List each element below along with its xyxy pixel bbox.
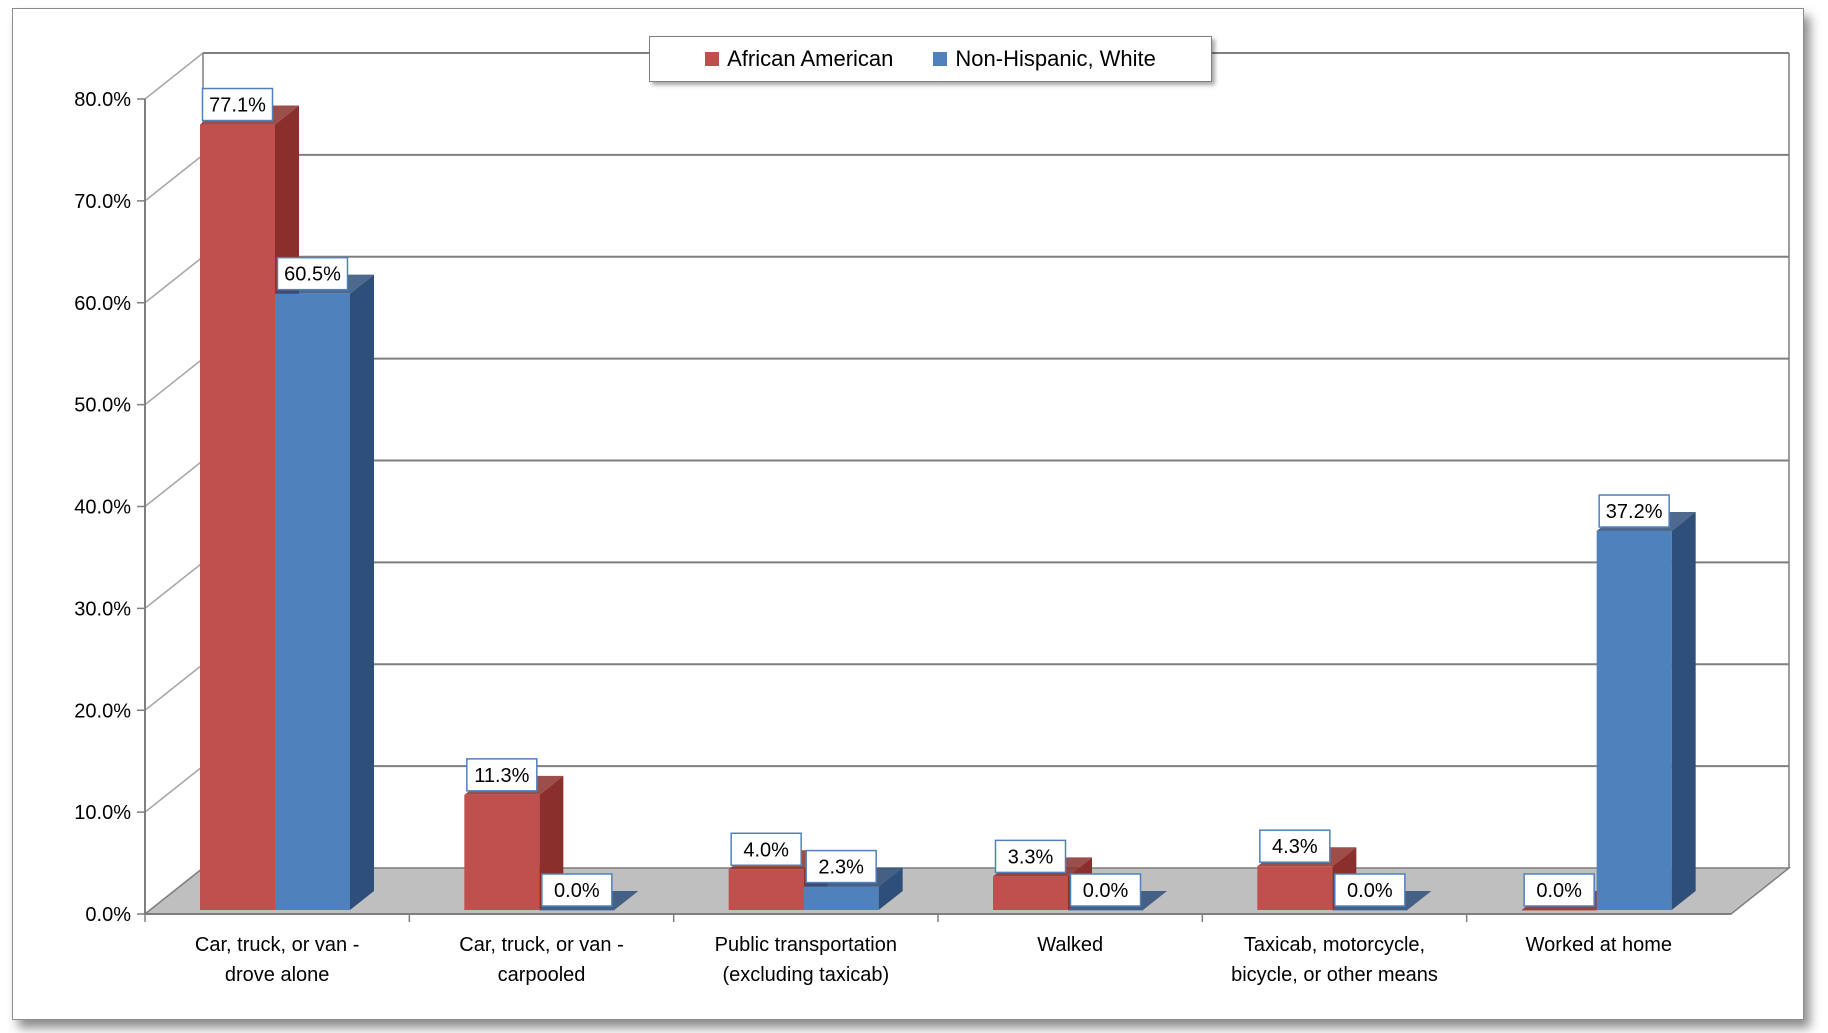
x-category-label: Worked at home bbox=[1526, 934, 1672, 956]
data-label: 3.3% bbox=[1008, 846, 1054, 868]
bar bbox=[1332, 910, 1408, 911]
bar-chart: 0.0% 10.0% 20.0% 30.0% 40.0% 50.0% 60.0% 70.0% 8… bbox=[74, 52, 1792, 986]
data-label-box bbox=[805, 849, 877, 884]
data-label: 0.0% bbox=[1536, 880, 1582, 902]
bar bbox=[803, 886, 879, 910]
data-label: 77.1% bbox=[209, 95, 266, 117]
legend-item-series-1: African American bbox=[705, 46, 893, 72]
side-wall-line bbox=[144, 663, 204, 711]
x-category-label: carpooled bbox=[498, 964, 586, 986]
x-category-label: (excluding taxicab) bbox=[722, 964, 889, 986]
y-tick-label: 30.0% bbox=[74, 598, 131, 620]
side-wall-line bbox=[144, 154, 204, 202]
data-label: 0.0% bbox=[1083, 880, 1129, 902]
data-label-box bbox=[201, 87, 274, 122]
data-label-box bbox=[276, 256, 349, 291]
data-label: 11.3% bbox=[474, 765, 529, 787]
y-tick-label: 50.0% bbox=[74, 395, 131, 417]
data-label-box bbox=[1598, 494, 1670, 528]
bar bbox=[1257, 866, 1333, 910]
data-label: 37.2% bbox=[1606, 501, 1663, 523]
legend-swatch-series-2 bbox=[933, 52, 948, 66]
bar bbox=[539, 910, 615, 911]
y-tick-label: 10.0% bbox=[74, 802, 131, 824]
bar bbox=[200, 124, 275, 910]
x-category-label: drove alone bbox=[225, 964, 330, 986]
data-label: 60.5% bbox=[284, 264, 341, 286]
side-wall-line bbox=[144, 52, 204, 100]
data-label: 0.0% bbox=[1347, 880, 1393, 902]
chart-frame: 0.0% 10.0% 20.0% 30.0% 40.0% 50.0% 60.0% 70.0% 8… bbox=[12, 8, 1804, 1020]
side-wall-line bbox=[144, 765, 204, 813]
legend-swatch-series-1 bbox=[705, 52, 720, 66]
data-label-box bbox=[466, 758, 538, 792]
y-tick-label: 70.0% bbox=[74, 191, 131, 213]
bar bbox=[728, 869, 804, 910]
bar bbox=[1521, 910, 1597, 911]
bar bbox=[464, 794, 540, 910]
y-tick-label: 40.0% bbox=[74, 497, 131, 519]
data-label-box bbox=[730, 832, 802, 866]
x-category-label: Walked bbox=[1037, 934, 1103, 956]
legend-item-series-2: Non-Hispanic, White bbox=[933, 46, 1156, 72]
data-label: 0.0% bbox=[554, 880, 600, 902]
data-label-box bbox=[1069, 873, 1142, 907]
data-label-box bbox=[1334, 873, 1406, 907]
y-tick-label: 0.0% bbox=[85, 904, 131, 926]
x-category-label: bicycle, or other means bbox=[1231, 964, 1438, 986]
x-category-label: Taxicab, motorcycle, bbox=[1244, 934, 1425, 956]
legend-label-series-1: African American bbox=[727, 46, 894, 71]
data-label: 2.3% bbox=[818, 857, 864, 879]
data-label-box bbox=[541, 873, 613, 907]
x-category-label: Car, truck, or van - bbox=[459, 934, 624, 956]
bar bbox=[1068, 910, 1143, 911]
x-category-label: Public transportation bbox=[715, 934, 897, 956]
data-label-box bbox=[1259, 829, 1331, 863]
y-tick-label: 80.0% bbox=[74, 89, 131, 111]
data-label-box bbox=[994, 839, 1067, 874]
x-category-label: Car, truck, or van - bbox=[195, 934, 360, 956]
bar-side bbox=[878, 867, 903, 910]
bar bbox=[993, 876, 1068, 910]
side-wall-line bbox=[144, 358, 204, 406]
data-label: 4.3% bbox=[1272, 836, 1318, 858]
chart-legend: African American Non-Hispanic, White bbox=[649, 36, 1212, 82]
y-tick-label: 60.0% bbox=[74, 293, 131, 315]
bar-side bbox=[350, 274, 374, 910]
y-tick-label: 20.0% bbox=[74, 700, 131, 722]
side-wall-line bbox=[144, 561, 204, 609]
legend-label-series-2: Non-Hispanic, White bbox=[955, 46, 1156, 71]
bar-side bbox=[1671, 512, 1696, 910]
data-label-box bbox=[1523, 873, 1595, 907]
side-wall-line bbox=[144, 256, 204, 304]
bar bbox=[1596, 531, 1672, 910]
data-label: 4.0% bbox=[743, 839, 789, 861]
bar bbox=[275, 293, 350, 910]
side-wall-line bbox=[144, 459, 204, 508]
